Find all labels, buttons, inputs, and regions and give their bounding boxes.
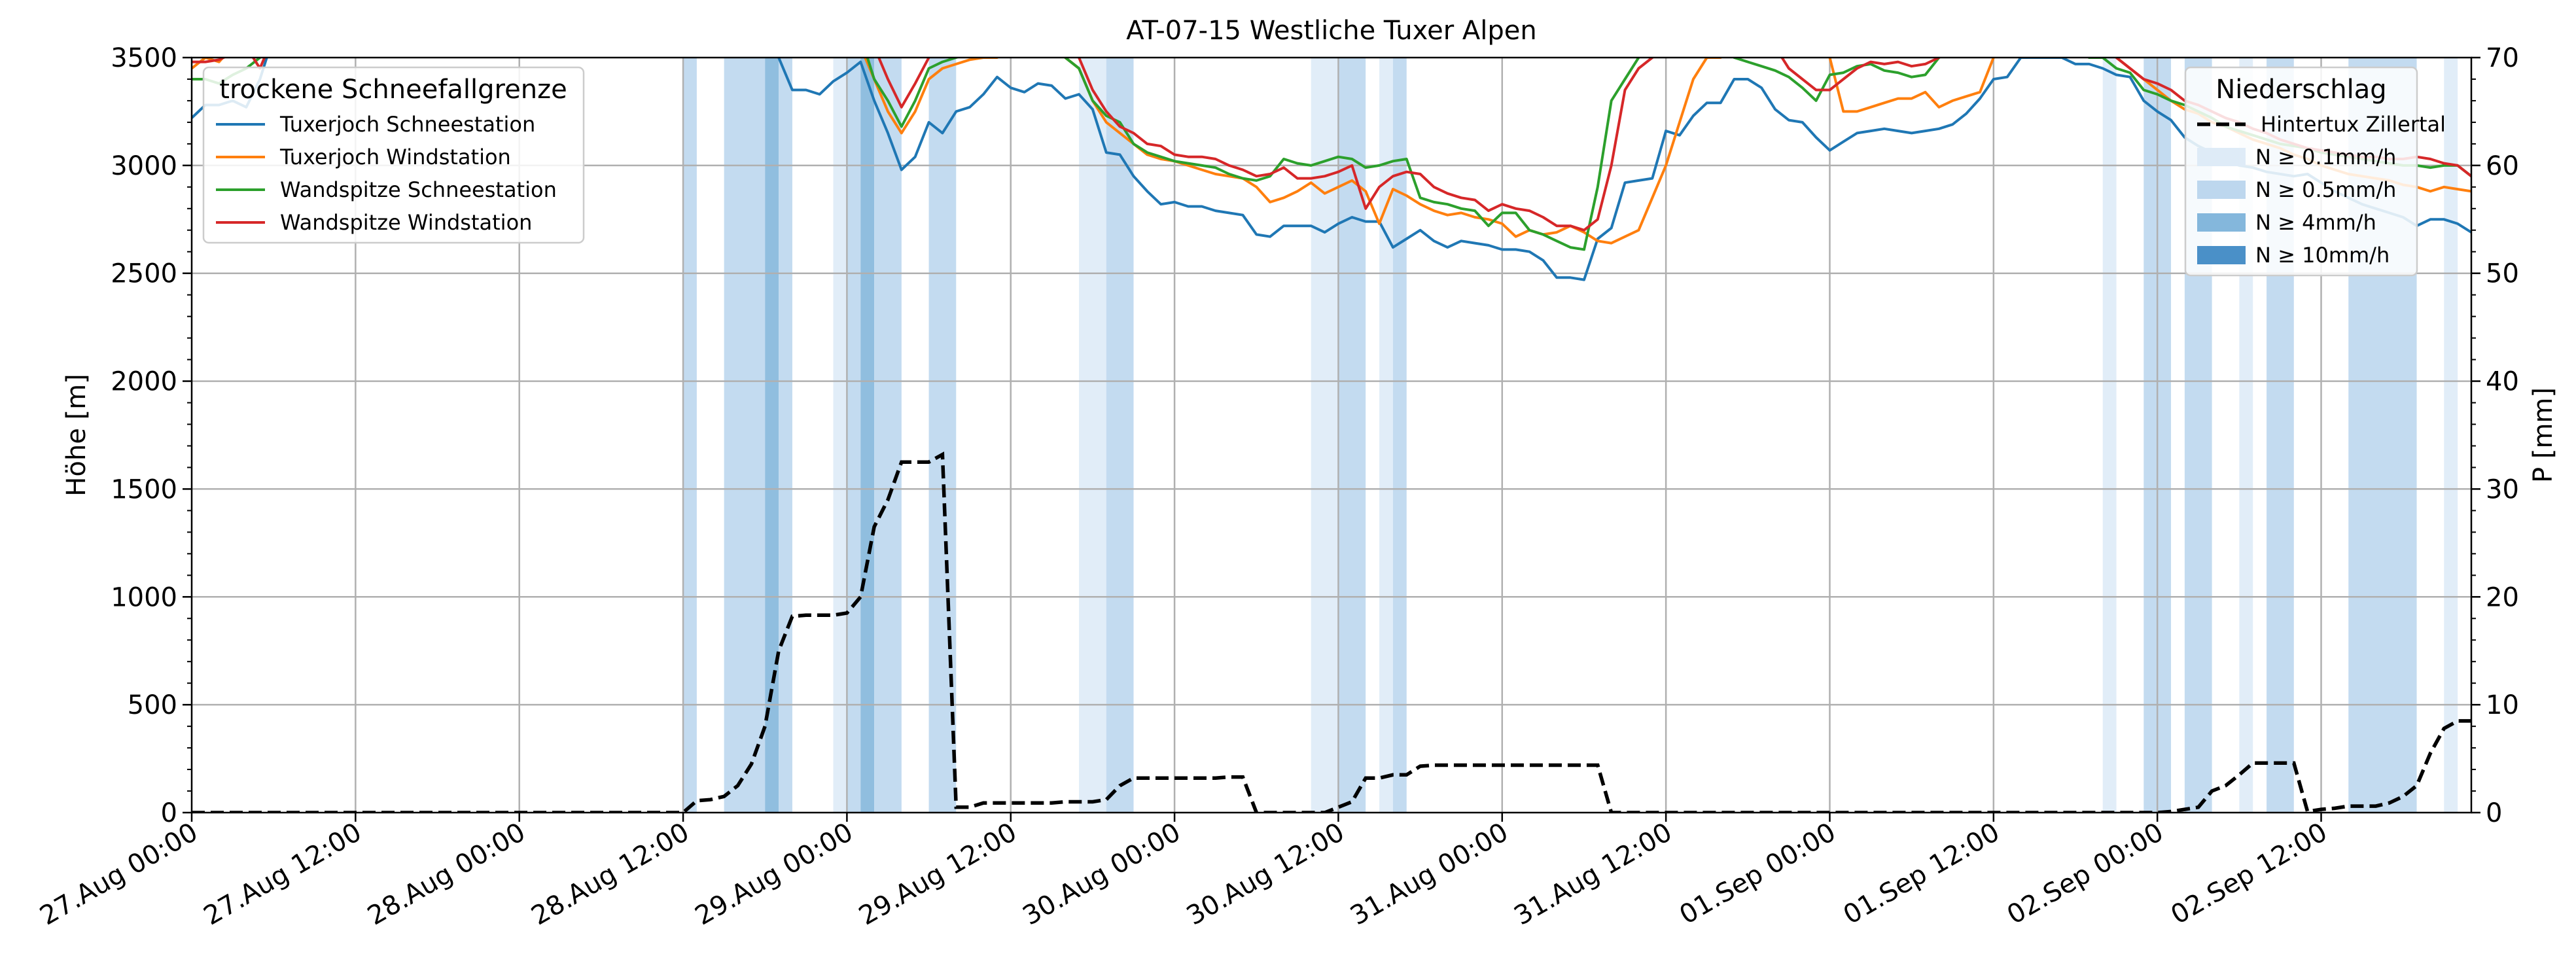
legend-entry-label: Wandspitze Windstation	[280, 210, 532, 235]
y-axis-label: Höhe [m]	[62, 374, 92, 496]
y-right-tick-label: 0	[2486, 798, 2502, 828]
legend-snowline: trockene Schneefallgrenze Tuxerjoch Schne…	[202, 66, 585, 244]
x-tick-label: 02.Sep 12:00	[2166, 817, 2332, 930]
snowline-series	[192, 58, 2471, 281]
x-tick-label: 27.Aug 12:00	[199, 817, 367, 932]
series-line-3	[192, 58, 2471, 251]
precip-band	[833, 58, 847, 813]
precip-band	[779, 58, 792, 813]
legend-title: trockene Schneefallgrenze	[219, 75, 567, 105]
legend-band-label: N ≥ 10mm/h	[2255, 243, 2390, 268]
precip-band	[1106, 58, 1134, 813]
legend-entry-label: Hintertux Zillertal	[2261, 112, 2446, 137]
legend-band-swatch-2	[2197, 181, 2246, 199]
y-tick-label: 1000	[111, 582, 177, 612]
y-right-tick-label: 50	[2486, 259, 2519, 289]
x-tick-label: 31.Aug 00:00	[1345, 817, 1513, 932]
y-tick-label: 0	[161, 798, 177, 828]
y-tick-label: 1500	[111, 474, 177, 504]
series-line-1	[192, 58, 2471, 281]
plot-frame	[190, 56, 2473, 814]
x-tick-label: 28.Aug 00:00	[362, 817, 531, 932]
legend-entry-label: Wandspitze Schneestation	[280, 177, 557, 202]
series-line-4	[192, 58, 2471, 232]
x-tick-label: 02.Sep 00:00	[2002, 817, 2168, 930]
y-right-tick-label: 30	[2486, 474, 2519, 504]
x-tick-label: 30.Aug 12:00	[1182, 817, 1350, 932]
legend-band-swatch-1	[2197, 148, 2246, 166]
precip-band	[1392, 58, 1407, 813]
chart-title: AT-07-15 Westliche Tuxer Alpen	[1126, 16, 1536, 46]
grid	[192, 58, 2471, 813]
series-line-2	[192, 58, 2471, 245]
legend-band-label: N ≥ 0.5mm/h	[2255, 177, 2396, 202]
legend-title-right: Niederschlag	[2215, 75, 2386, 105]
x-tick-label: 01.Sep 12:00	[1839, 817, 2005, 930]
precip-band	[847, 58, 861, 813]
legend-band-label: N ≥ 4mm/h	[2255, 210, 2376, 235]
y-tick-label: 500	[128, 690, 177, 720]
legend-precipitation: Niederschlag Hintertux Zillertal N ≥ 0.1mm…	[2184, 66, 2446, 277]
precip-band	[683, 58, 697, 813]
x-tick-label: 29.Aug 00:00	[690, 817, 858, 932]
precip-band	[2444, 58, 2458, 813]
x-tick-label: 29.Aug 12:00	[854, 817, 1022, 932]
legend-entry-label: Tuxerjoch Schneestation	[279, 112, 535, 137]
y-right-tick-label: 70	[2486, 43, 2519, 73]
x-tick-label: 01.Sep 00:00	[1674, 817, 1841, 930]
precip-band	[874, 58, 902, 813]
y-tick-label: 2500	[111, 259, 177, 289]
y-right-tick-label: 60	[2486, 151, 2519, 181]
y-tick-label: 2000	[111, 367, 177, 397]
precip-band	[2102, 58, 2117, 813]
y-right-tick-label: 10	[2486, 690, 2519, 720]
precip-band	[860, 58, 875, 813]
legend-band-swatch-4	[2197, 246, 2246, 264]
x-tick-label: 27.Aug 00:00	[35, 817, 203, 932]
y-right-tick-label: 20	[2486, 582, 2519, 612]
x-tick-label: 31.Aug 12:00	[1509, 817, 1678, 932]
precip-band	[765, 58, 779, 813]
y-right-tick-label: 40	[2486, 367, 2519, 397]
precipitation-series	[192, 451, 2471, 813]
x-tick-label: 28.Aug 12:00	[526, 817, 694, 932]
precip-line	[192, 451, 2471, 813]
y-tick-label: 3000	[111, 151, 177, 181]
y-axis-label-right: P [mm]	[2528, 387, 2558, 483]
precip-band	[1079, 58, 1106, 813]
legend-band-label: N ≥ 0.1mm/h	[2255, 145, 2396, 169]
precip-band	[1311, 58, 1339, 813]
legend-entry-label: Tuxerjoch Windstation	[279, 145, 511, 169]
legend-band-swatch-3	[2197, 213, 2246, 232]
legend-box	[202, 66, 585, 244]
x-tick-label: 30.Aug 00:00	[1018, 817, 1186, 932]
y-tick-label: 3500	[111, 43, 177, 73]
precip-band	[724, 58, 766, 813]
precip-band	[1379, 58, 1393, 813]
